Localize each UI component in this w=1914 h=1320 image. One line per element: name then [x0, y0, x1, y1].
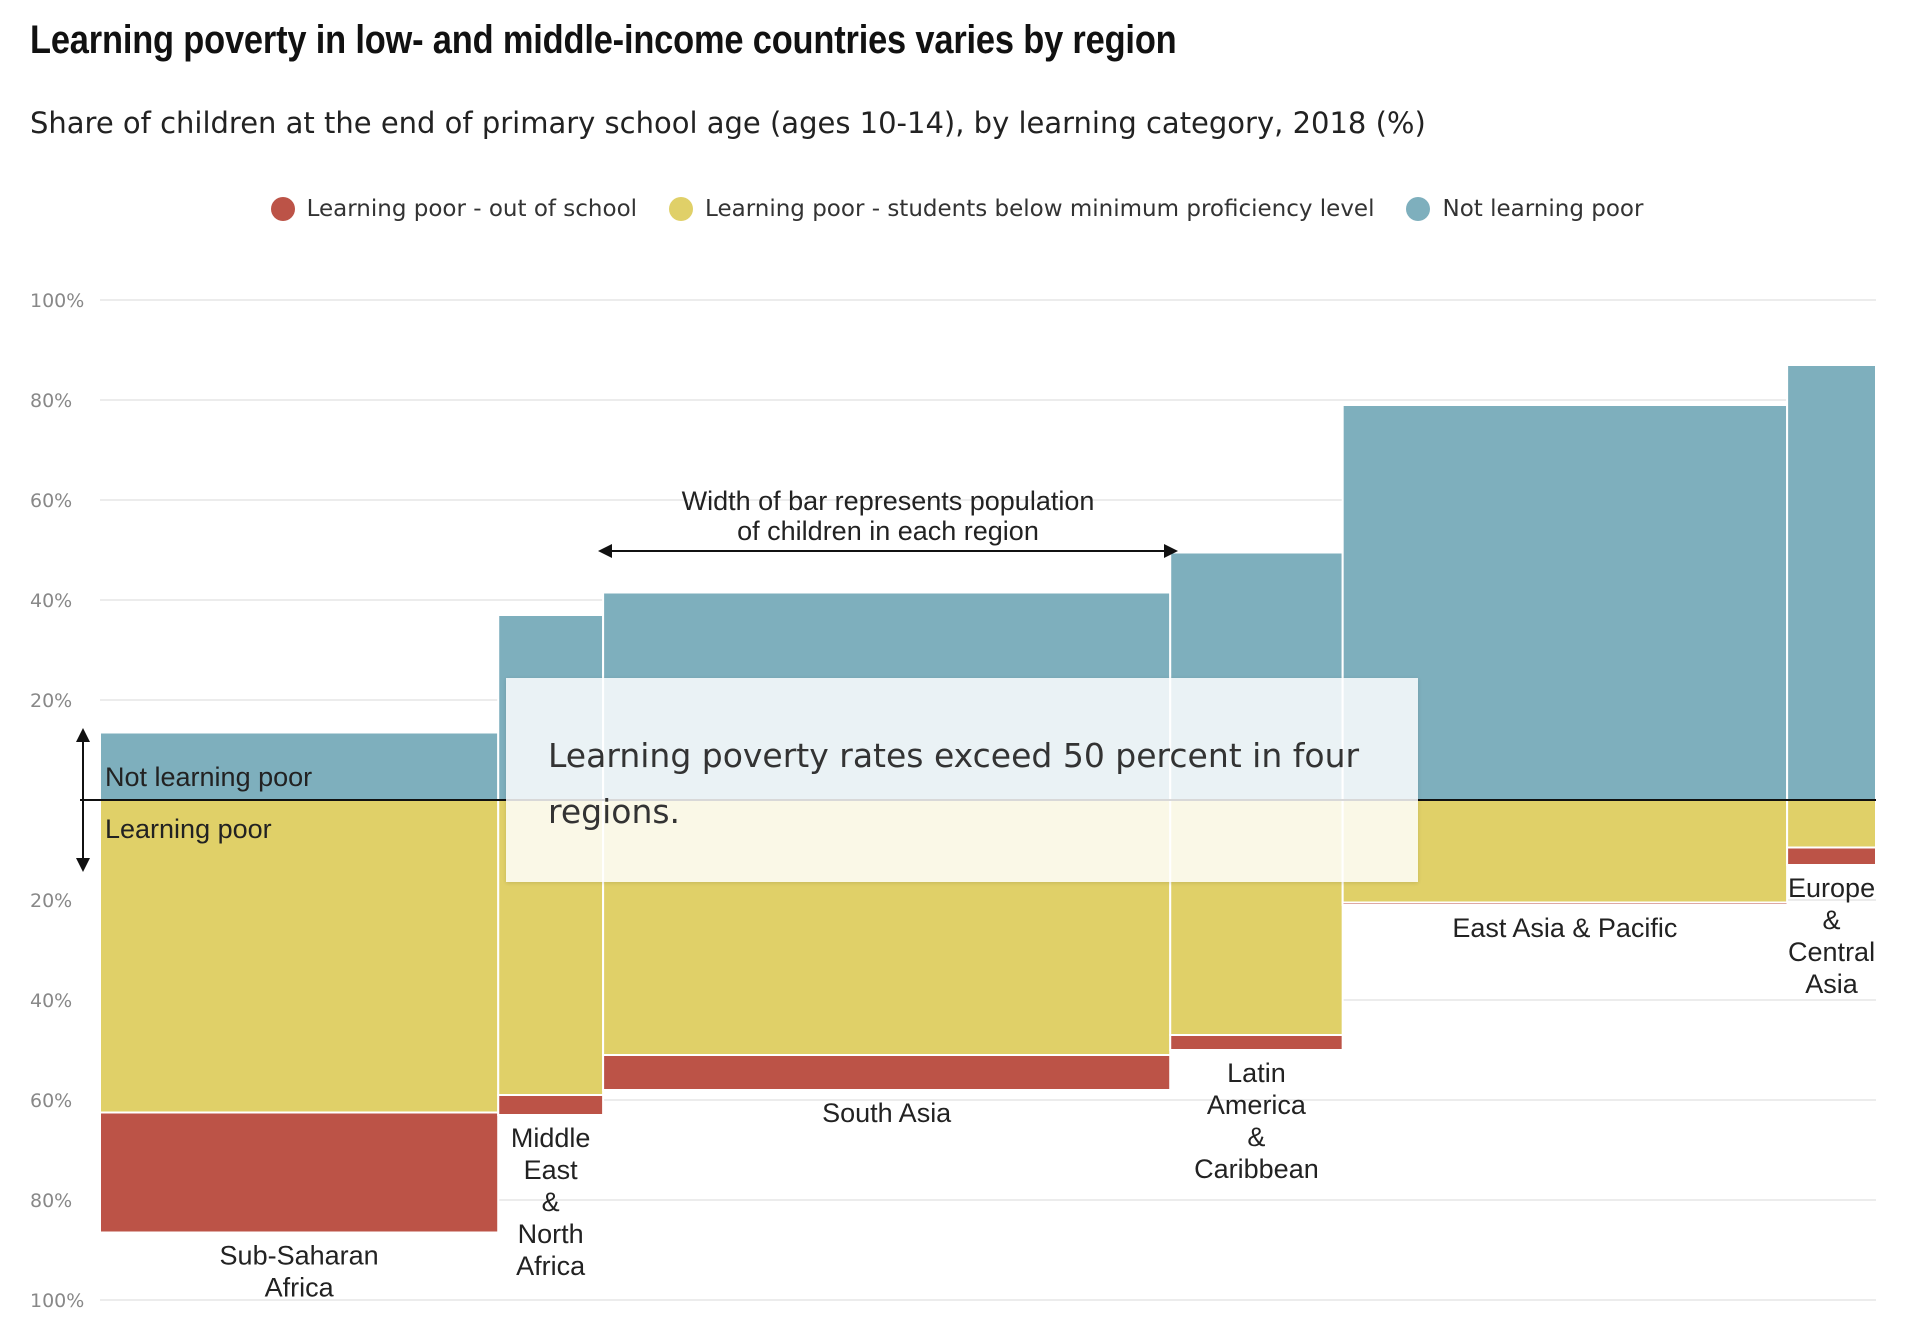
bar-out-of-school-south-asia[interactable]: [602, 1054, 1172, 1091]
bar-not-learning-poor-sub-saharan-africa[interactable]: [99, 731, 500, 801]
y-tick-label: 40%: [30, 590, 72, 612]
legend: Learning poor - out of school Learning p…: [0, 196, 1914, 222]
category-label-latin-america-and-caribbean: Latin America & Caribbean: [1194, 1058, 1319, 1184]
bar-below-proficiency-sub-saharan-africa[interactable]: [99, 799, 500, 1114]
legend-swatch-not-learning-poor: [1406, 197, 1431, 221]
category-label-east-asia-and-pacific: East Asia & Pacific: [1452, 913, 1677, 943]
annotations: Not learning poor Learning poor Width of b…: [76, 486, 1178, 872]
chart-subtitle: Share of children at the end of primary …: [30, 106, 1426, 140]
arrow-head-left: [598, 544, 612, 558]
category-label-europe-and-central-asia: Europe & Central Asia: [1788, 873, 1875, 999]
annotation-learning-poor: Learning poor: [105, 814, 272, 844]
y-tick-label: 80%: [30, 390, 72, 412]
legend-label-not-learning-poor: Not learning poor: [1442, 196, 1644, 222]
category-label-sub-saharan-africa: Sub-Saharan Africa: [220, 1241, 379, 1303]
arrow-head-up: [76, 728, 90, 742]
bar-not-learning-poor-europe-and-central-asia[interactable]: [1786, 364, 1877, 801]
y-tick-label: 100%: [30, 1290, 84, 1312]
y-tick-label: 60%: [30, 490, 72, 512]
legend-label-below-proficiency: Learning poor - students below minimum p…: [705, 196, 1375, 222]
annotation-width-note: Width of bar represents population of chi…: [682, 486, 1095, 546]
legend-label-out-of-school: Learning poor - out of school: [306, 196, 638, 222]
category-labels: Sub-Saharan Africa Middle East & North Africa S…: [220, 873, 1876, 1303]
y-tick-label: 100%: [30, 290, 84, 312]
y-tick-label: 40%: [30, 990, 72, 1012]
bar-below-proficiency-europe-and-central-asia[interactable]: [1786, 799, 1877, 849]
legend-swatch-below-proficiency: [669, 197, 694, 221]
arrow-head-down: [76, 858, 90, 872]
arrow-head-right: [1164, 544, 1178, 558]
legend-swatch-out-of-school: [270, 197, 295, 221]
category-label-middle-east-and-north-africa: Middle East & North Africa: [511, 1123, 591, 1281]
legend-item-out-of-school[interactable]: Learning poor - out of school: [270, 196, 638, 222]
legend-item-not-learning-poor[interactable]: Not learning poor: [1406, 196, 1643, 222]
callout-text: Learning poverty rates exceed 50 percent…: [548, 736, 1360, 831]
y-tick-label: 60%: [30, 1090, 72, 1112]
bar-out-of-school-europe-and-central-asia[interactable]: [1786, 846, 1877, 866]
bar-out-of-school-east-asia-and-pacific[interactable]: [1341, 901, 1789, 906]
chart-title: Learning poverty in low- and middle-inco…: [30, 18, 1177, 62]
y-axis-ticks: 100% 80% 60% 40% 20% 20% 40% 60% 80% 100%: [30, 290, 84, 1312]
y-tick-label: 20%: [30, 690, 72, 712]
y-tick-label: 20%: [30, 890, 72, 912]
category-label-south-asia: South Asia: [822, 1098, 952, 1128]
y-tick-label: 80%: [30, 1190, 72, 1212]
bar-out-of-school-sub-saharan-africa[interactable]: [99, 1111, 500, 1234]
legend-item-below-proficiency[interactable]: Learning poor - students below minimum p…: [669, 196, 1374, 222]
bar-out-of-school-latin-america-and-caribbean[interactable]: [1169, 1034, 1344, 1051]
annotation-not-learning-poor: Not learning poor: [105, 762, 312, 792]
callout-box: Learning poverty rates exceed 50 percent…: [506, 678, 1418, 882]
bar-out-of-school-middle-east-and-north-africa[interactable]: [497, 1094, 605, 1116]
